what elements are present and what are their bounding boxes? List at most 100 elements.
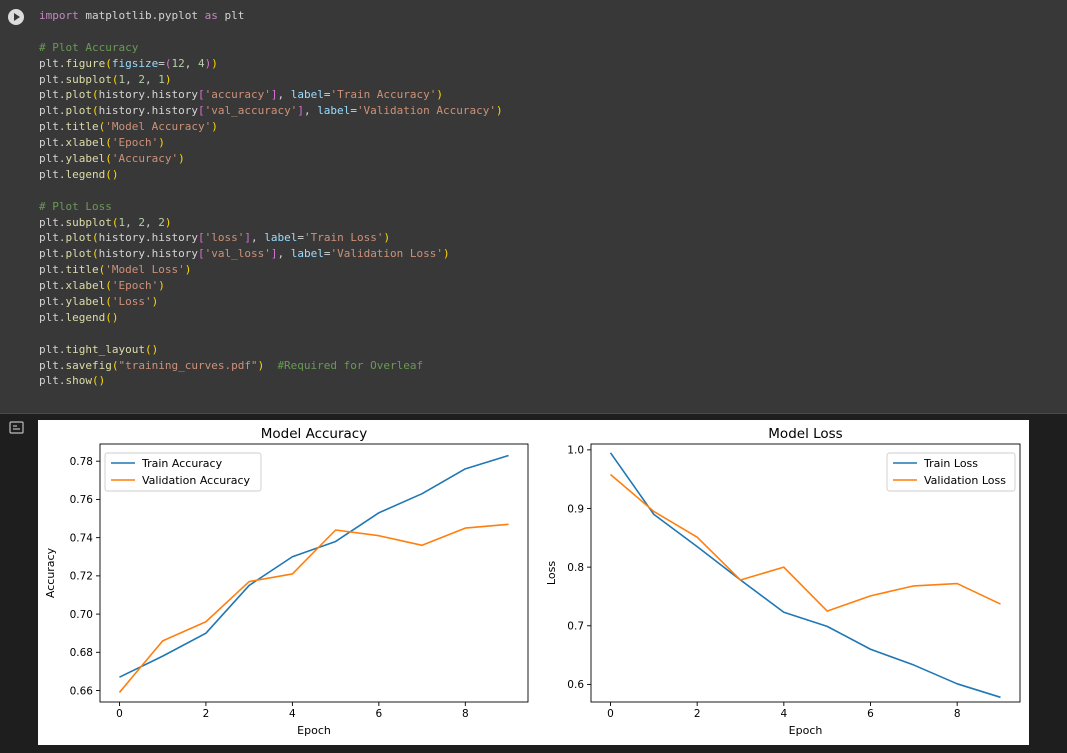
code-token: tight_layout bbox=[65, 342, 145, 356]
code-token: 12 bbox=[171, 56, 185, 70]
code-token: 'val_loss' bbox=[204, 247, 271, 261]
code-token: plt. bbox=[39, 310, 66, 324]
code-token: label bbox=[264, 231, 298, 245]
code-token: ( bbox=[98, 263, 106, 277]
code-token: plt. bbox=[39, 136, 66, 150]
code-token: plt. bbox=[39, 374, 66, 388]
y-tick-label: 0.78 bbox=[70, 456, 93, 468]
code-cell[interactable]: import matplotlib.pyplot as plt # Plot Ac… bbox=[0, 0, 1067, 414]
series-line-1 bbox=[609, 473, 1001, 612]
code-line: # Plot Loss bbox=[39, 199, 503, 215]
x-tick-label: 4 bbox=[289, 708, 296, 720]
code-token: ] bbox=[244, 231, 251, 245]
code-token: , bbox=[125, 215, 139, 229]
code-token: history.history bbox=[98, 231, 198, 245]
code-token: 'val_accuracy' bbox=[204, 104, 298, 118]
code-token: subplot bbox=[65, 215, 112, 229]
code-token: "training_curves.pdf" bbox=[118, 358, 258, 372]
x-tick-label: 6 bbox=[867, 708, 874, 720]
code-token: = bbox=[297, 231, 304, 245]
code-token: 1 bbox=[118, 215, 126, 229]
code-token: figsize bbox=[111, 56, 159, 70]
code-line: plt.plot(history.history['accuracy'], la… bbox=[39, 87, 503, 103]
code-line: plt.show() bbox=[39, 373, 503, 389]
code-token: ( bbox=[164, 56, 172, 70]
code-token: history.history bbox=[98, 88, 198, 102]
code-token: ) bbox=[151, 295, 159, 309]
code-token: plt. bbox=[39, 56, 66, 70]
code-token: [ bbox=[197, 247, 205, 261]
code-token: legend bbox=[65, 310, 106, 324]
code-token: plt. bbox=[39, 231, 66, 245]
code-token: #Required for Overleaf bbox=[277, 358, 424, 372]
y-tick-label: 1.0 bbox=[567, 445, 584, 457]
code-token: , bbox=[277, 247, 291, 261]
code-token: [ bbox=[197, 88, 205, 102]
code-token: [ bbox=[197, 104, 205, 118]
code-token: () bbox=[92, 374, 106, 388]
code-token: ) bbox=[496, 104, 503, 118]
code-token: ) bbox=[158, 136, 165, 150]
code-token: ) bbox=[158, 279, 165, 293]
code-line: plt.subplot(1, 2, 2) bbox=[39, 215, 503, 231]
code-token: plt. bbox=[39, 295, 66, 309]
series-line-0 bbox=[119, 454, 509, 678]
code-token: legend bbox=[65, 167, 106, 181]
code-token: ) bbox=[443, 247, 450, 261]
x-tick-label: 8 bbox=[462, 708, 469, 720]
code-token: ) bbox=[436, 88, 444, 102]
axes-frame bbox=[99, 443, 529, 703]
code-token: as bbox=[204, 9, 218, 22]
code-token: , bbox=[277, 88, 291, 102]
code-line bbox=[39, 183, 503, 199]
run-cell-button[interactable] bbox=[8, 9, 24, 25]
code-token: xlabel bbox=[65, 136, 106, 150]
legend-label-1: Validation Accuracy bbox=[142, 474, 251, 487]
code-token: 'Train Loss' bbox=[303, 231, 384, 245]
code-token: 'Model Accuracy' bbox=[105, 120, 212, 134]
code-line: plt.plot(history.history['val_accuracy']… bbox=[39, 103, 503, 119]
code-token: () bbox=[105, 310, 119, 324]
code-token: , bbox=[144, 72, 159, 86]
code-token: history.history bbox=[98, 104, 198, 118]
code-token: ( bbox=[92, 247, 99, 261]
code-token: 'Epoch' bbox=[111, 279, 159, 293]
code-token: savefig bbox=[65, 358, 112, 372]
code-token: ( bbox=[105, 136, 112, 150]
code-token: ( bbox=[105, 279, 112, 293]
code-token: ) bbox=[257, 358, 265, 372]
y-tick-label: 0.8 bbox=[567, 562, 584, 574]
code-token: figure bbox=[65, 56, 106, 70]
code-token: label bbox=[290, 247, 324, 261]
series-line-1 bbox=[118, 523, 509, 693]
code-line bbox=[39, 24, 503, 40]
code-token: = bbox=[350, 104, 357, 118]
output-toggle-icon[interactable] bbox=[9, 421, 25, 435]
series-line-0 bbox=[609, 452, 1001, 699]
code-token: ( bbox=[111, 358, 119, 372]
code-token: , bbox=[184, 56, 198, 70]
code-line: plt.xlabel('Epoch') bbox=[39, 278, 503, 294]
x-tick-label: 2 bbox=[203, 708, 210, 720]
x-tick-label: 8 bbox=[954, 708, 961, 720]
play-icon bbox=[14, 13, 20, 21]
code-token: ylabel bbox=[65, 152, 106, 166]
legend: Train Loss Validation Loss bbox=[886, 452, 1016, 492]
chart-title: Model Accuracy bbox=[261, 426, 367, 442]
code-token: ( bbox=[105, 295, 112, 309]
axes-frame bbox=[590, 443, 1021, 703]
code-editor[interactable]: import matplotlib.pyplot as plt # Plot Ac… bbox=[39, 8, 503, 389]
y-tick-label: 0.9 bbox=[567, 503, 584, 515]
y-tick-label: 0.68 bbox=[70, 647, 93, 659]
code-token: , bbox=[303, 104, 318, 118]
x-tick-label: 6 bbox=[376, 708, 383, 720]
y-axis-label: Accuracy bbox=[44, 547, 57, 598]
code-token: ( bbox=[111, 215, 119, 229]
code-token: plt. bbox=[39, 263, 66, 277]
y-tick-label: 0.72 bbox=[70, 571, 93, 583]
code-token: ) bbox=[211, 56, 218, 70]
y-tick-label: 0.70 bbox=[70, 609, 93, 621]
code-line: plt.ylabel('Loss') bbox=[39, 294, 503, 310]
legend-label-0: Train Loss bbox=[923, 457, 978, 470]
y-tick-label: 0.7 bbox=[567, 621, 584, 633]
